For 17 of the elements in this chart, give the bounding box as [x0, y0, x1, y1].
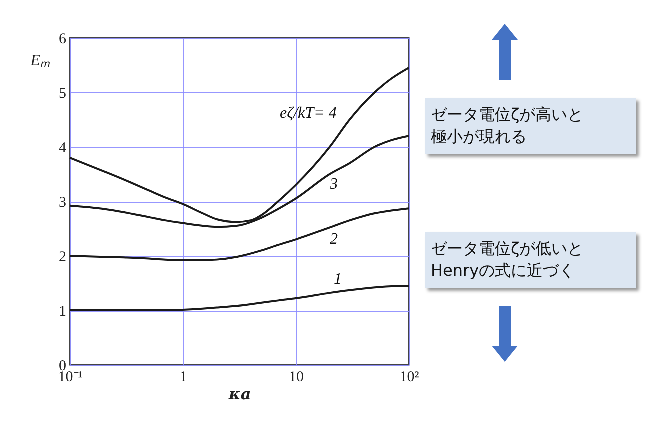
y-tick-label: 4 — [59, 140, 67, 156]
y-tick-label: 3 — [59, 195, 66, 211]
text: ゼータ電位ζが低いとHenryの式に近づく — [425, 232, 636, 288]
y-axis-title: Eₘ — [30, 52, 50, 70]
x-tick-label: 10 — [289, 370, 304, 386]
annotation: 1 — [334, 271, 342, 289]
x-tick-label: 10² — [400, 370, 420, 386]
y-tick-label: 6 — [59, 32, 67, 48]
annotation: eζ/kT= 4 — [280, 105, 337, 123]
y-tick-label: 1 — [59, 304, 66, 320]
annotation: 3 — [330, 176, 338, 194]
x-axis-title: κa — [228, 384, 252, 404]
annotation: 2 — [330, 231, 338, 249]
text: ゼータ電位ζが高いと極小が現れる — [425, 98, 636, 154]
y-tick-label: 5 — [59, 86, 66, 102]
y-tick-label: 2 — [59, 250, 66, 266]
x-tick-label: 1 — [180, 370, 188, 386]
